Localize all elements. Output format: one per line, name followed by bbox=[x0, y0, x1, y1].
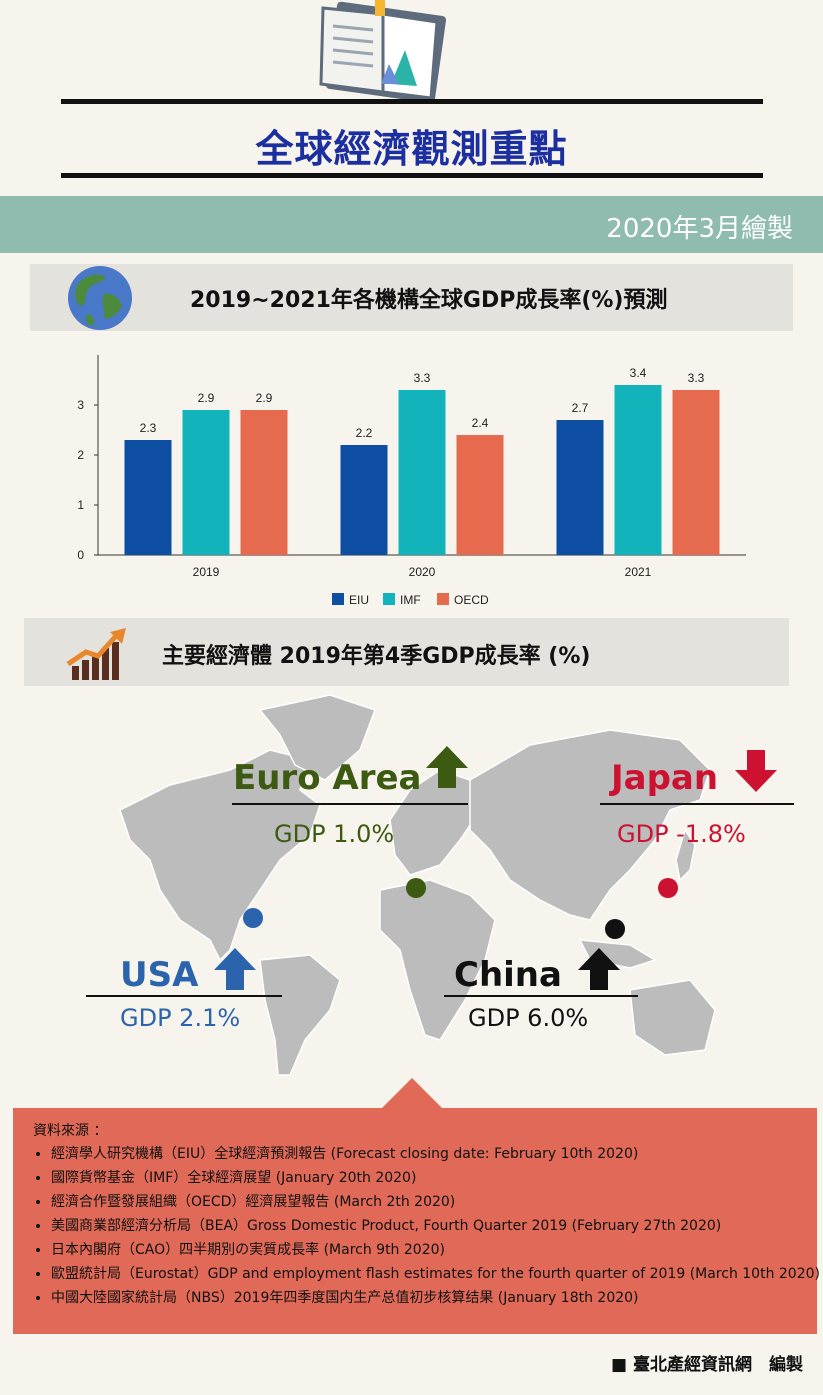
legend-label: IMF bbox=[400, 593, 421, 607]
source-box: 資料來源 ： 經濟學人研究機構（EIU）全球經濟預測報告 (Forecast c… bbox=[13, 1108, 820, 1334]
footer-credit: ■ 臺北產經資訊網 編製 bbox=[611, 1350, 803, 1375]
date-band: 2020年3月繪製 bbox=[0, 196, 823, 253]
arrow-up-icon bbox=[426, 746, 468, 788]
map-section-header: 主要經濟體 2019年第4季GDP成長率 (%) bbox=[24, 618, 789, 686]
source-item: 國際貨幣基金（IMF）全球經濟展望 (January 20th 2020) bbox=[51, 1166, 823, 1190]
bar-imf bbox=[614, 385, 662, 555]
source-box-pointer bbox=[380, 1078, 444, 1110]
x-tick-label: 2021 bbox=[625, 565, 652, 579]
arrow-up-icon bbox=[214, 948, 256, 990]
legend-label: OECD bbox=[454, 593, 489, 607]
source-item: 歐盟統計局（Eurostat）GDP and employment flash … bbox=[51, 1262, 823, 1286]
source-item: 經濟合作暨發展組織（OECD）經濟展望報告 (March 2th 2020) bbox=[51, 1190, 823, 1214]
bar-oecd bbox=[672, 390, 720, 555]
book-icon bbox=[319, 0, 447, 104]
usa-underline bbox=[86, 995, 282, 997]
credit-text: 臺北產經資訊網 編製 bbox=[633, 1355, 803, 1375]
legend-label: EIU bbox=[349, 593, 369, 607]
euro-area-gdp: GDP 1.0% bbox=[274, 820, 395, 848]
bar-oecd bbox=[456, 435, 504, 555]
usa-marker bbox=[243, 908, 263, 928]
euro-marker bbox=[406, 878, 426, 898]
source-item: 經濟學人研究機構（EIU）全球經濟預測報告 (Forecast closing … bbox=[51, 1142, 823, 1166]
world-map bbox=[119, 694, 716, 1076]
bar-eiu bbox=[556, 420, 604, 555]
source-list: 經濟學人研究機構（EIU）全球經濟預測報告 (Forecast closing … bbox=[33, 1142, 823, 1310]
source-heading: 資料來源 ： bbox=[33, 1123, 108, 1139]
china-label: China bbox=[454, 955, 562, 995]
y-tick-label: 3 bbox=[77, 398, 84, 412]
x-tick-label: 2019 bbox=[193, 565, 220, 579]
data-label: 2.4 bbox=[472, 416, 489, 430]
gdp-bar-chart: 0 1 2 3 2.3 2.9 2.9 2019 2.2 3.3 2.4 2020 2.7 3.4 3.3 2… bbox=[77, 355, 746, 607]
growth-chart-icon bbox=[66, 628, 126, 680]
square-bullet-icon: ■ bbox=[611, 1355, 633, 1375]
japan-underline bbox=[600, 803, 794, 805]
y-tick-label: 0 bbox=[77, 548, 84, 562]
japan-label: Japan bbox=[611, 758, 719, 798]
data-label: 2.2 bbox=[356, 426, 373, 440]
y-tick-label: 1 bbox=[77, 498, 84, 512]
arrow-down-icon bbox=[735, 750, 777, 792]
y-tick-label: 2 bbox=[77, 448, 84, 462]
data-label: 2.9 bbox=[198, 391, 215, 405]
title-rule-bottom bbox=[61, 173, 763, 178]
data-label: 3.3 bbox=[414, 371, 431, 385]
data-label: 3.3 bbox=[688, 371, 705, 385]
euro-area-label: Euro Area bbox=[233, 758, 422, 798]
globe-icon bbox=[68, 266, 132, 330]
data-label: 3.4 bbox=[630, 366, 647, 380]
usa-gdp: GDP 2.1% bbox=[120, 1004, 241, 1032]
data-label: 2.9 bbox=[256, 391, 273, 405]
date-label: 2020年3月繪製 bbox=[606, 214, 793, 244]
bar-oecd bbox=[240, 410, 288, 555]
x-tick-label: 2020 bbox=[409, 565, 436, 579]
bar-imf bbox=[398, 390, 446, 555]
chart-section-header: 2019~2021年各機構全球GDP成長率(%)預測 bbox=[30, 264, 793, 331]
bar-imf bbox=[182, 410, 230, 555]
bar-eiu bbox=[124, 440, 172, 555]
page-title: 全球經濟觀測重點 bbox=[255, 127, 568, 171]
usa-label: USA bbox=[120, 955, 199, 995]
source-item: 美國商業部經濟分析局（BEA）Gross Domestic Product, F… bbox=[51, 1214, 823, 1238]
source-item: 中國大陸國家統計局（NBS）2019年四季度国内生产总值初步核算结果 (Janu… bbox=[51, 1286, 823, 1310]
china-marker bbox=[605, 919, 625, 939]
arrow-up-icon bbox=[578, 948, 620, 990]
legend-swatch bbox=[437, 593, 449, 605]
title-rule-top bbox=[61, 99, 763, 104]
japan-marker bbox=[658, 878, 678, 898]
data-label: 2.3 bbox=[140, 421, 157, 435]
bar-eiu bbox=[340, 445, 388, 555]
japan-gdp: GDP -1.8% bbox=[617, 820, 746, 848]
china-underline bbox=[444, 995, 638, 997]
euro-area-underline bbox=[232, 803, 468, 805]
legend-swatch bbox=[332, 593, 344, 605]
map-section-title: 主要經濟體 2019年第4季GDP成長率 (%) bbox=[162, 644, 591, 669]
china-gdp: GDP 6.0% bbox=[468, 1004, 589, 1032]
source-item: 日本內閣府（CAO）四半期別の実質成長率 (March 9th 2020) bbox=[51, 1238, 823, 1262]
data-label: 2.7 bbox=[572, 401, 589, 415]
chart-section-title: 2019~2021年各機構全球GDP成長率(%)預測 bbox=[190, 288, 668, 313]
legend-swatch bbox=[383, 593, 395, 605]
